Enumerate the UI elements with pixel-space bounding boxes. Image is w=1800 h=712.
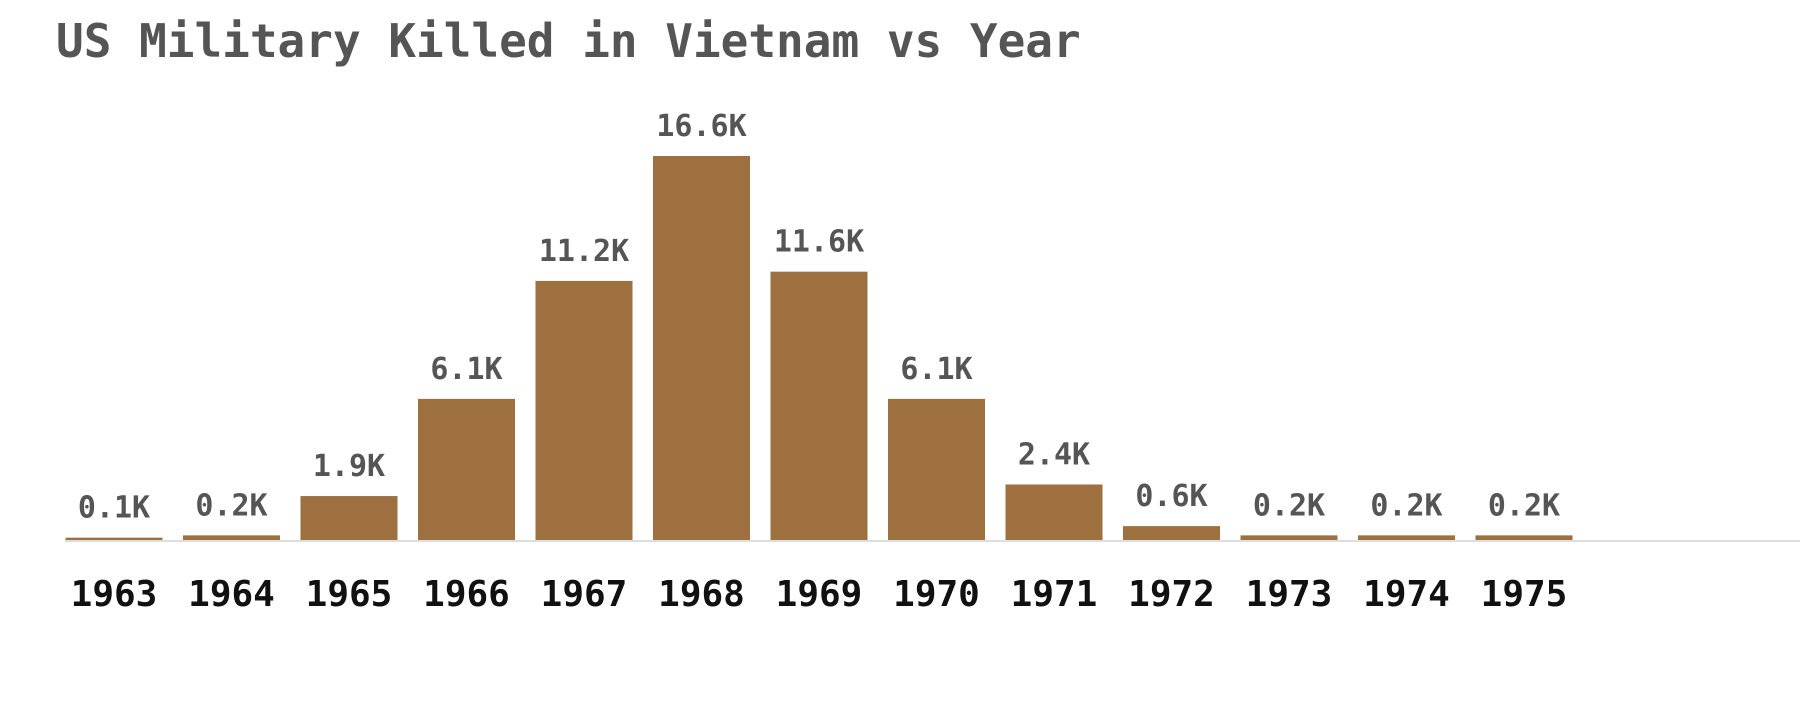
data-label-1970: 6.1K xyxy=(900,352,972,387)
data-label-1969: 11.6K xyxy=(774,225,864,260)
data-label-1974: 0.2K xyxy=(1370,488,1442,523)
bar-1964 xyxy=(183,535,280,540)
bar-1965 xyxy=(300,496,398,540)
bar-1971 xyxy=(1005,484,1103,540)
x-tick-label-1963: 1963 xyxy=(71,574,158,615)
bar-1973 xyxy=(1240,535,1338,540)
data-label-1965: 1.9K xyxy=(313,449,385,484)
data-label-1967: 11.2K xyxy=(539,234,629,269)
bar-1969 xyxy=(770,271,868,540)
x-tick-label-1967: 1967 xyxy=(541,574,628,615)
bar-1966 xyxy=(418,398,515,540)
data-label-1966: 6.1K xyxy=(430,352,502,387)
bar-1963 xyxy=(65,537,163,540)
data-label-1963: 0.1K xyxy=(78,491,150,526)
x-tick-label-1973: 1973 xyxy=(1246,574,1333,615)
bars-layer xyxy=(65,156,1573,540)
bar-1970 xyxy=(888,398,985,540)
data-label-1975: 0.2K xyxy=(1488,488,1560,523)
x-tick-labels-layer: 1963 1964 1965 1966 1967 1968 1969 1970 1971 1972… xyxy=(71,574,1568,615)
x-tick-label-1965: 1965 xyxy=(306,574,393,615)
x-tick-label-1968: 1968 xyxy=(658,574,745,615)
bar-1967 xyxy=(535,280,633,540)
x-tick-label-1964: 1964 xyxy=(188,574,275,615)
data-label-1971: 2.4K xyxy=(1018,437,1090,472)
x-tick-label-1970: 1970 xyxy=(893,574,980,615)
x-tick-label-1966: 1966 xyxy=(423,574,510,615)
bar-1968 xyxy=(653,156,750,540)
chart-title: US Military Killed in Vietnam vs Year xyxy=(56,14,1081,68)
x-tick-label-1972: 1972 xyxy=(1128,574,1215,615)
bar-1974 xyxy=(1358,535,1455,540)
data-label-1968: 16.6K xyxy=(656,109,746,144)
data-label-1964: 0.2K xyxy=(195,488,267,523)
data-labels-layer: 0.1K 0.2K 1.9K 6.1K 11.2K 16.6K 11.6K 6.1K 2.4K 0… xyxy=(78,109,1560,526)
x-tick-label-1971: 1971 xyxy=(1011,574,1098,615)
x-tick-label-1969: 1969 xyxy=(776,574,863,615)
x-tick-label-1974: 1974 xyxy=(1363,574,1450,615)
data-label-1972: 0.6K xyxy=(1135,479,1207,514)
data-label-1973: 0.2K xyxy=(1253,488,1325,523)
bar-1975 xyxy=(1475,535,1573,540)
x-tick-label-1975: 1975 xyxy=(1481,574,1568,615)
bar-1972 xyxy=(1123,526,1220,540)
